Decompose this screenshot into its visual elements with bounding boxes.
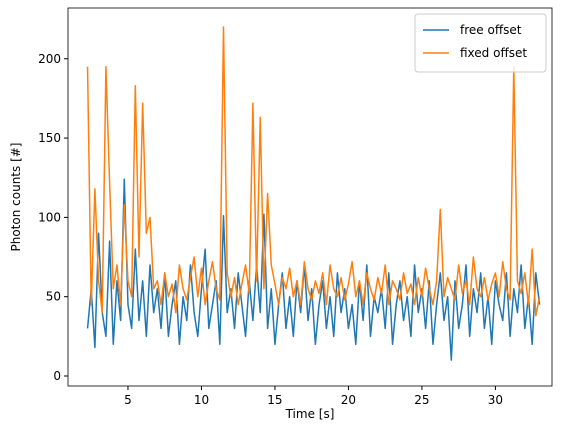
x-tick-label: 10 [194, 393, 209, 407]
y-tick-label: 200 [38, 52, 61, 66]
legend-box [414, 13, 547, 73]
x-tick-label: 20 [341, 393, 356, 407]
x-tick-label: 15 [267, 393, 282, 407]
legend-label: fixed offset [460, 46, 527, 60]
x-tick-label: 25 [414, 393, 429, 407]
y-tick-label: 150 [38, 131, 61, 145]
y-axis-label: Photon counts [#] [9, 143, 23, 252]
y-tick-label: 100 [38, 210, 61, 224]
y-tick-label: 0 [53, 369, 61, 383]
x-axis-label: Time [s] [285, 407, 335, 421]
x-tick-label: 30 [488, 393, 503, 407]
x-tick-label: 5 [124, 393, 132, 407]
y-tick-label: 50 [46, 290, 61, 304]
line [86, 26, 541, 317]
legend-label: free offset [460, 23, 522, 37]
plot-frame [67, 7, 553, 387]
